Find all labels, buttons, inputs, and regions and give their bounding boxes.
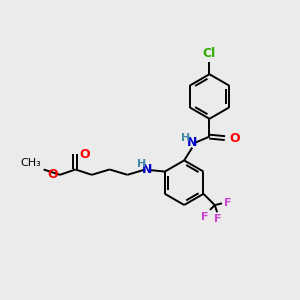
Text: F: F <box>224 198 232 208</box>
Text: F: F <box>214 214 221 224</box>
Text: O: O <box>229 132 240 145</box>
Text: F: F <box>201 212 208 222</box>
Text: Cl: Cl <box>203 47 216 60</box>
Text: O: O <box>79 148 90 160</box>
Text: N: N <box>142 163 152 176</box>
Text: N: N <box>187 136 197 149</box>
Text: CH₃: CH₃ <box>20 158 41 168</box>
Text: H: H <box>137 159 147 169</box>
Text: O: O <box>47 168 58 181</box>
Text: H: H <box>181 133 190 143</box>
